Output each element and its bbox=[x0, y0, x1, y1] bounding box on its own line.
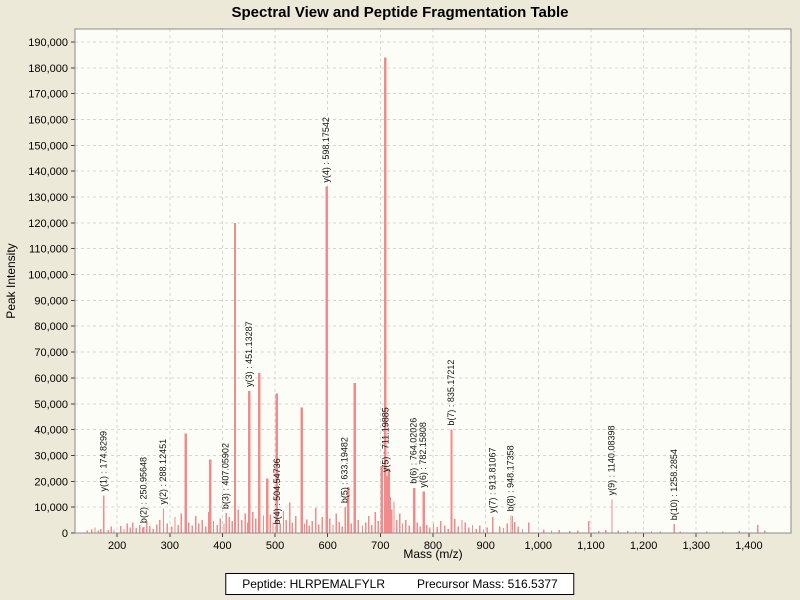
y-tick-label: 10,000 bbox=[34, 502, 68, 514]
y-tick-label: 160,000 bbox=[28, 114, 68, 126]
x-tick-label: 700 bbox=[371, 540, 389, 552]
y-tick-label: 190,000 bbox=[28, 37, 68, 49]
x-tick-label: 1,100 bbox=[577, 540, 605, 552]
peptide-info-bar: Peptide: HLRPEMALFYLR Precursor Mass: 51… bbox=[225, 573, 575, 595]
plot-border bbox=[74, 28, 792, 534]
peak-label: b(3) : 407.05902 bbox=[221, 443, 231, 509]
peak-label: b(4) : 504.54736 bbox=[272, 458, 282, 524]
y-tick-label: 90,000 bbox=[34, 295, 68, 307]
y-tick-label: 140,000 bbox=[28, 166, 68, 178]
peak-label: y(2) : 288.12451 bbox=[158, 439, 168, 505]
peak-label: y(3) : 451.13287 bbox=[244, 321, 254, 387]
y-tick-label: 170,000 bbox=[28, 89, 68, 101]
peak-label: b(6) : 764.02026 bbox=[409, 418, 419, 484]
peak-label: b(2) : 250.95648 bbox=[138, 457, 148, 523]
peak-label: b(10) : 1258.2854 bbox=[669, 449, 679, 520]
y-tick-label: 30,000 bbox=[34, 450, 68, 462]
peak-label: y(1) : 174.8299 bbox=[98, 431, 108, 492]
peak-label: y(6) : 782.15808 bbox=[418, 422, 428, 488]
x-tick-label: 1,400 bbox=[735, 540, 763, 552]
x-tick-label: 300 bbox=[161, 540, 179, 552]
y-tick-label: 100,000 bbox=[28, 270, 68, 282]
y-tick-label: 40,000 bbox=[34, 425, 68, 437]
peptide-label: Peptide: HLRPEMALFYLR bbox=[242, 577, 385, 591]
x-axis-title: Mass (m/z) bbox=[403, 547, 462, 561]
y-tick-label: 120,000 bbox=[28, 218, 68, 230]
peak-label: b(5) : 633.19482 bbox=[340, 437, 350, 503]
x-tick-label: 1,300 bbox=[682, 540, 710, 552]
peak-label: y(5) : 711.19885 bbox=[381, 407, 391, 472]
x-tick-label: 600 bbox=[319, 540, 337, 552]
y-tick-label: 60,000 bbox=[34, 373, 68, 385]
y-tick-label: 150,000 bbox=[28, 140, 68, 152]
peak-label: b(8) : 948.17358 bbox=[506, 445, 516, 511]
y-tick-label: 180,000 bbox=[28, 63, 68, 75]
x-tick-label: 1,000 bbox=[525, 540, 553, 552]
precursor-mass-label: Precursor Mass: 516.5377 bbox=[416, 577, 558, 591]
chart-title: Spectral View and Peptide Fragmentation … bbox=[231, 4, 569, 21]
peak-label: b(7) : 835.17212 bbox=[446, 360, 456, 426]
peak-label: y(9) : 1140.08398 bbox=[607, 426, 617, 496]
x-tick-label: 900 bbox=[476, 540, 494, 552]
peak-label: y(7) : 913.81067 bbox=[487, 447, 497, 513]
y-tick-label: 130,000 bbox=[28, 192, 68, 204]
y-axis-title: Peak Intensity bbox=[4, 243, 18, 318]
x-tick-label: 800 bbox=[424, 540, 442, 552]
peak-label: y(4) : 598.17542 bbox=[321, 117, 331, 183]
y-tick-label: 0 bbox=[62, 528, 68, 540]
x-tick-label: 1,200 bbox=[630, 540, 658, 552]
x-tick-label: 400 bbox=[213, 540, 231, 552]
y-tick-label: 110,000 bbox=[29, 244, 68, 256]
y-tick-label: 80,000 bbox=[34, 321, 68, 333]
y-tick-label: 50,000 bbox=[34, 399, 68, 411]
y-tick-label: 20,000 bbox=[34, 476, 68, 488]
y-tick-label: 70,000 bbox=[34, 347, 68, 359]
x-tick-label: 200 bbox=[108, 540, 126, 552]
spectrum-chart: 0 10,000 20,000 30,000 40,000 50,000 60,000 70,… bbox=[4, 28, 792, 561]
x-tick-label: 500 bbox=[266, 540, 284, 552]
